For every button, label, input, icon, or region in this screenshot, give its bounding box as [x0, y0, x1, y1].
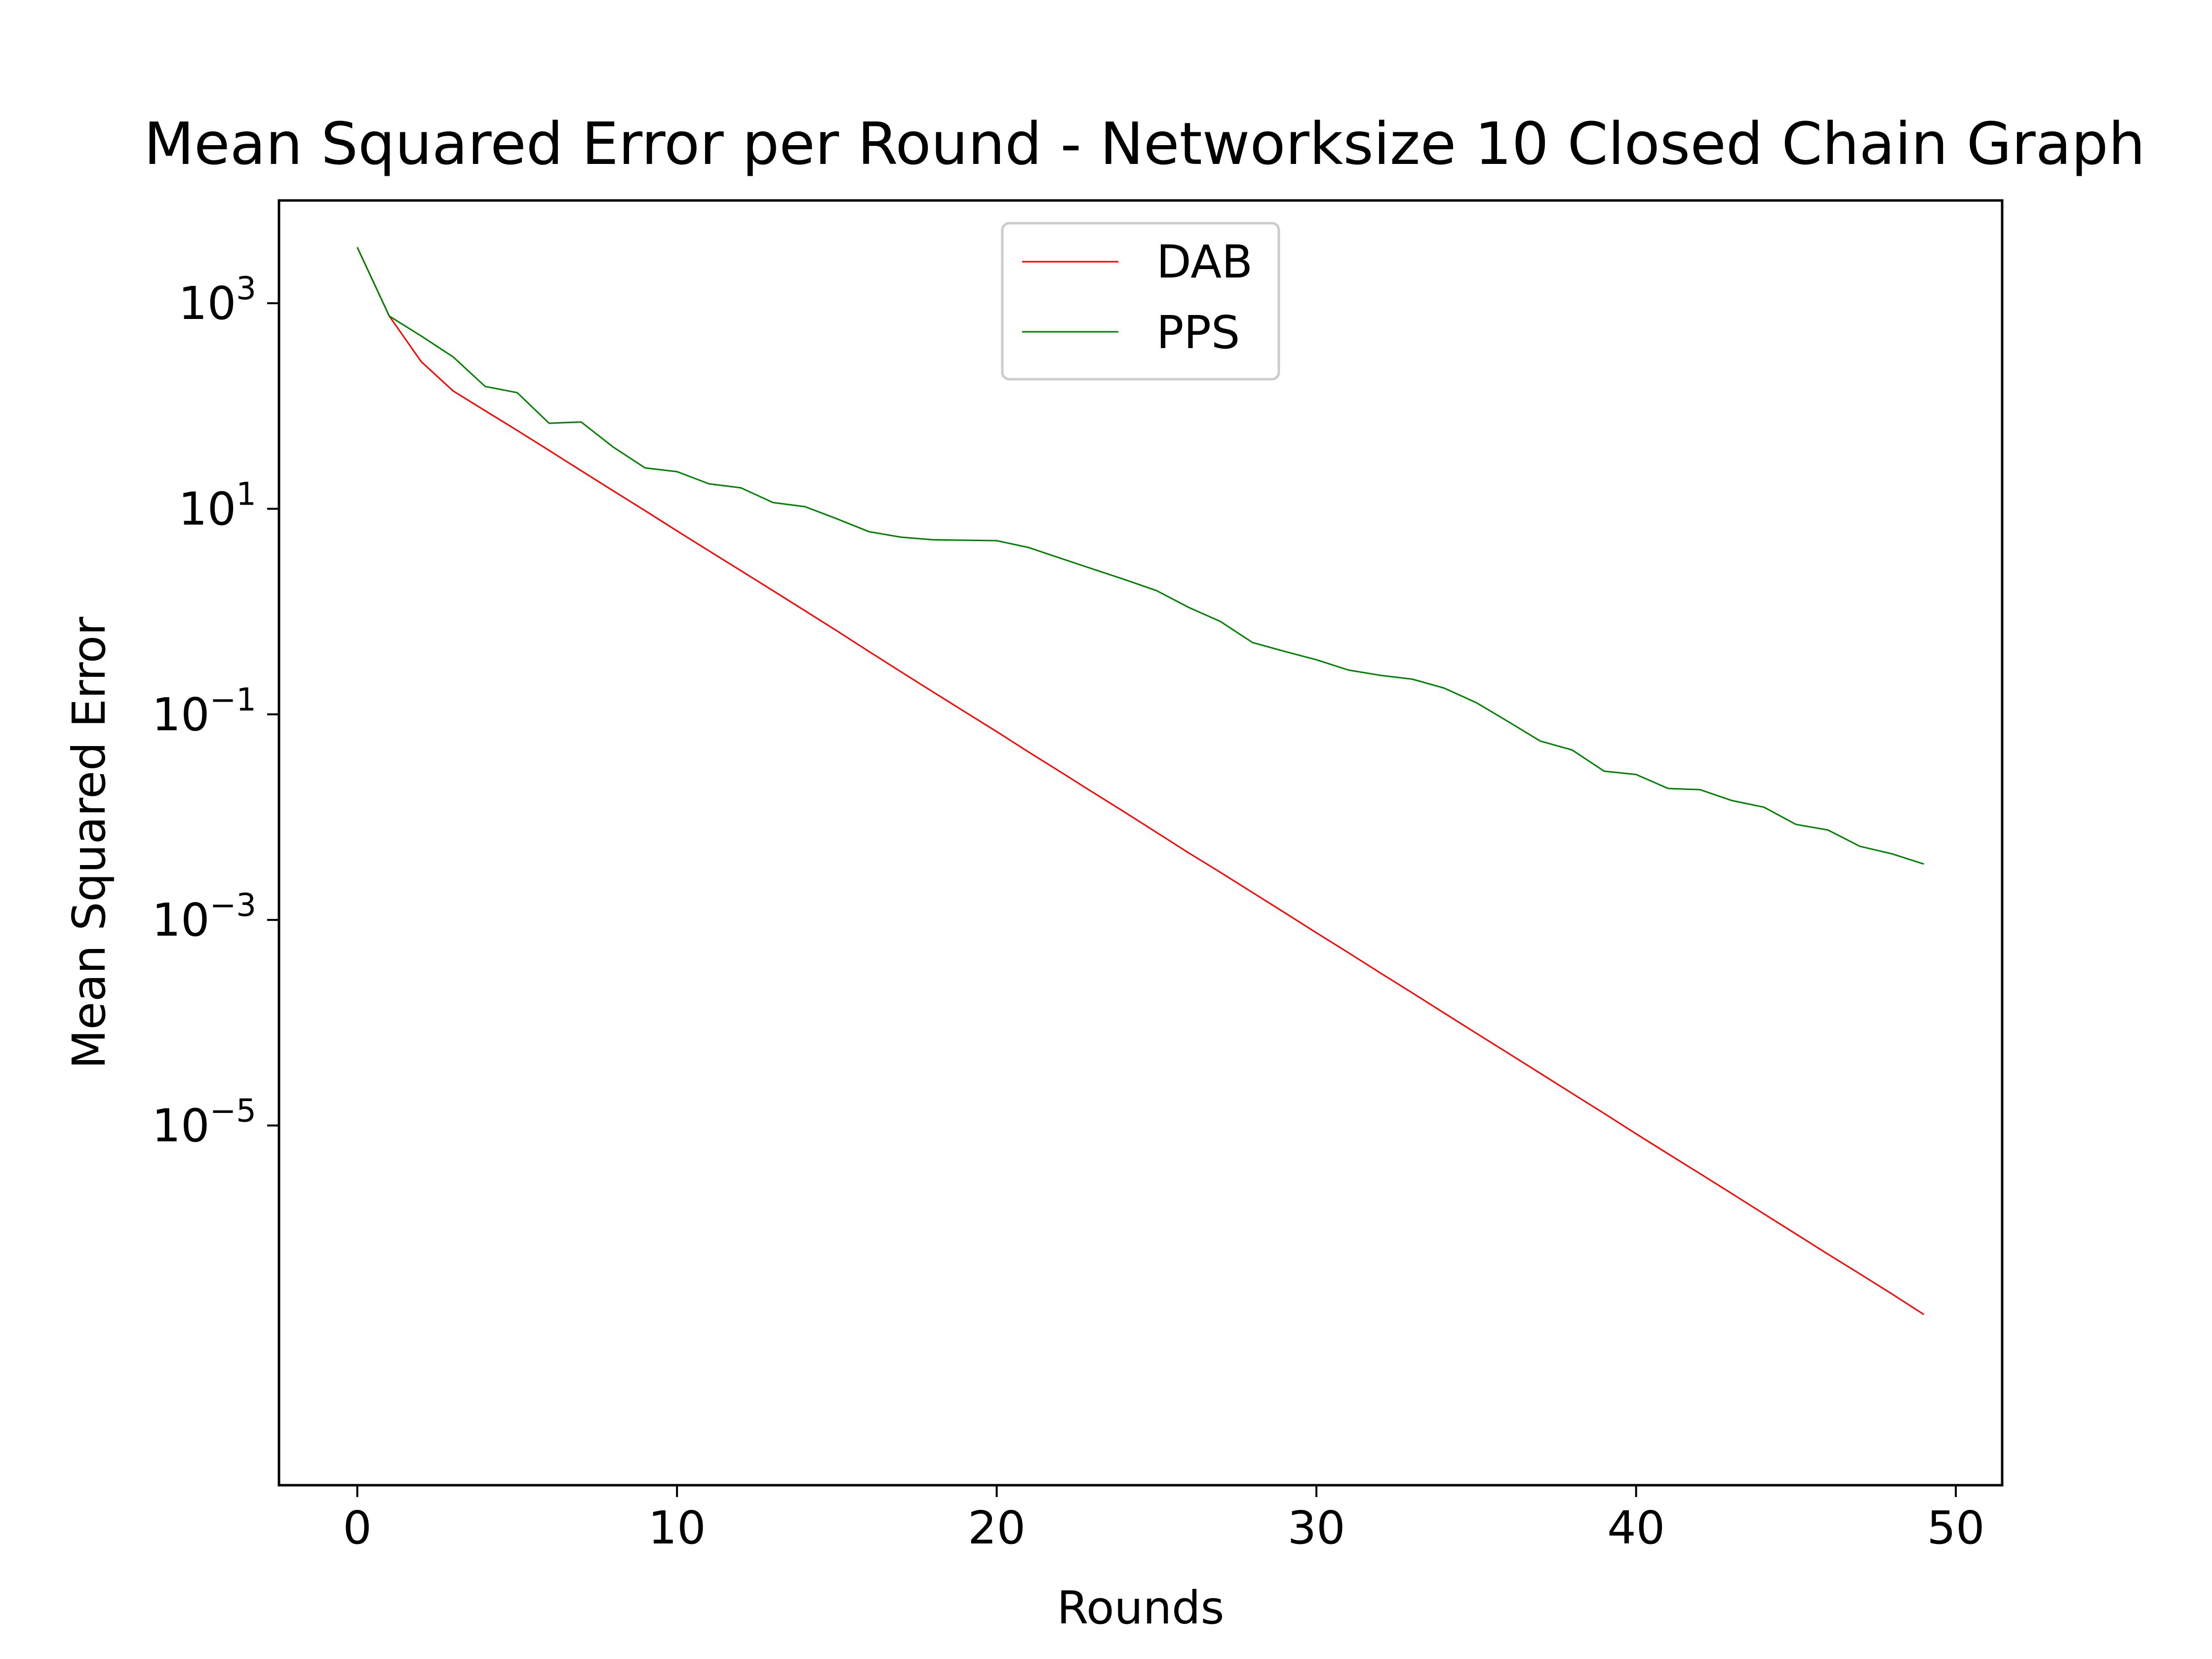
legend: DAB PPS — [1001, 222, 1280, 381]
series-line-pps — [356, 247, 1924, 865]
y-tick-label: 103 — [178, 271, 256, 330]
x-tick-label: 30 — [1288, 1501, 1345, 1554]
y-axis-label: Mean Squared Error — [63, 617, 116, 1069]
chart-title: Mean Squared Error per Round - Networksi… — [144, 110, 2145, 178]
x-axis-label: Rounds — [1057, 1581, 1224, 1634]
legend-label-pps: PPS — [1156, 306, 1240, 359]
y-tick-label: 10−5 — [152, 1093, 256, 1152]
y-tick-label: 101 — [178, 476, 256, 535]
legend-label-dab: DAB — [1156, 236, 1253, 288]
series-layer — [356, 247, 1925, 1315]
plot-frame — [277, 199, 2004, 1487]
x-tick-label: 0 — [343, 1501, 372, 1554]
y-tick-label: 10−1 — [152, 682, 256, 741]
y-axis-ticks: 103 101 10−1 10−3 10−5 — [152, 271, 279, 1152]
x-tick-label: 20 — [968, 1501, 1026, 1554]
x-axis-ticks: 0 10 20 30 40 50 — [343, 1485, 1985, 1554]
x-tick-label: 40 — [1607, 1501, 1665, 1554]
x-tick-label: 50 — [1927, 1501, 1985, 1554]
y-tick-label: 10−3 — [152, 887, 256, 947]
x-tick-label: 10 — [648, 1501, 706, 1554]
series-line-dab — [356, 247, 1925, 1315]
